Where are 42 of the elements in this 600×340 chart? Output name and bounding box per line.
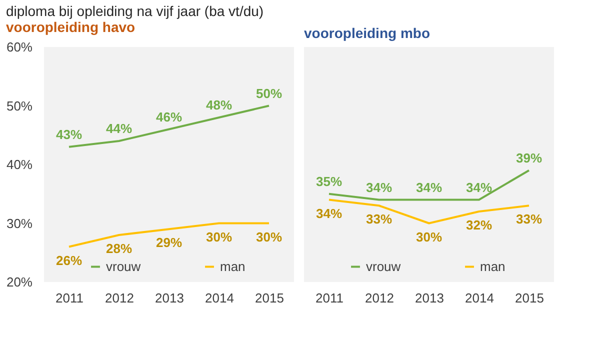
data-label: 48% [206, 98, 232, 112]
data-label: 34% [416, 180, 442, 195]
x-tick-label: 2014 [205, 290, 234, 306]
y-tick-label: 30% [6, 216, 33, 231]
x-tick-label: 2012 [105, 290, 134, 306]
legend-label: vrouw [366, 258, 402, 274]
data-label: 28% [106, 241, 132, 256]
data-label: 33% [516, 212, 542, 227]
data-label: 46% [156, 109, 182, 124]
x-tick-label: 2015 [255, 290, 284, 306]
legend-label: vrouw [106, 258, 142, 274]
data-label: 30% [206, 229, 232, 244]
data-label: 34% [366, 180, 392, 195]
x-tick-label: 2013 [415, 290, 444, 306]
x-tick-label: 2015 [515, 290, 544, 306]
data-label: 35% [316, 174, 342, 189]
data-label: 29% [156, 235, 182, 250]
legend-label: man [480, 258, 506, 274]
legend-label: man [220, 258, 246, 274]
x-tick-label: 2011 [316, 290, 344, 306]
data-label: 32% [466, 218, 492, 232]
x-tick-label: 2012 [365, 290, 394, 306]
x-tick-label: 2014 [465, 290, 494, 306]
data-label: 30% [416, 229, 442, 244]
data-label: 43% [56, 126, 82, 142]
chart-title: vooropleiding havo [6, 19, 136, 35]
data-label: 30% [256, 229, 282, 244]
y-tick-label: 40% [6, 157, 33, 172]
data-label: 44% [106, 121, 132, 136]
y-tick-label: 20% [6, 274, 33, 290]
x-tick-label: 2011 [56, 290, 84, 306]
x-tick-label: 2013 [155, 290, 184, 306]
data-label: 39% [516, 150, 542, 166]
y-tick-label: 50% [6, 98, 33, 114]
data-label: 26% [56, 252, 82, 268]
text: diploma bij opleiding na vijf jaar (ba vt/du) [6, 3, 264, 19]
y-tick-label: 60% [6, 40, 33, 54]
data-label: 50% [256, 86, 282, 101]
chart-title: vooropleiding mbo [304, 25, 430, 41]
data-label: 33% [366, 212, 392, 227]
data-label: 34% [466, 180, 492, 195]
data-label: 34% [316, 206, 342, 221]
